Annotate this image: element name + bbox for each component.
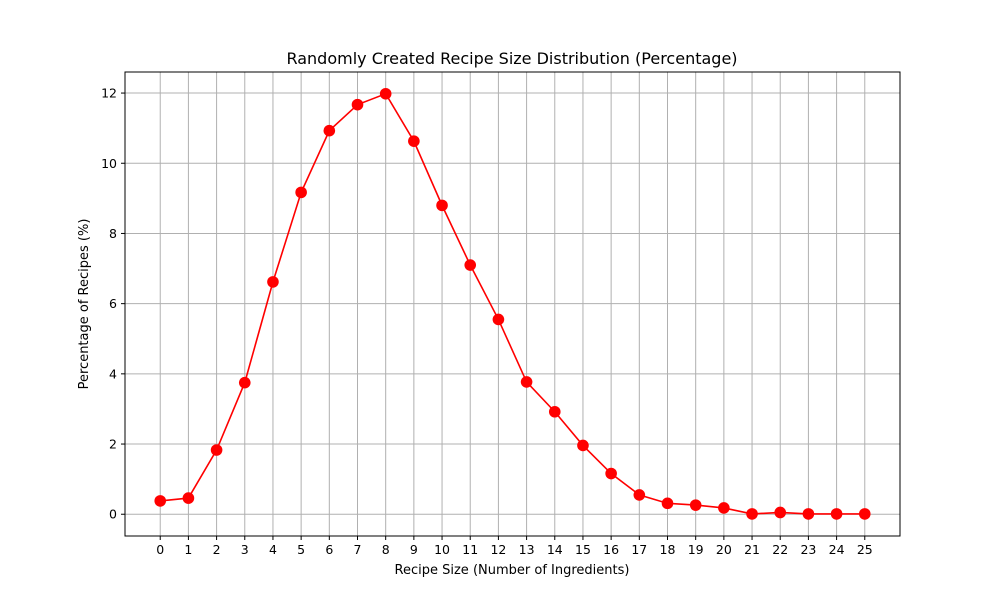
data-point bbox=[295, 186, 307, 199]
data-point bbox=[774, 506, 787, 519]
x-tick-label: 22 bbox=[772, 542, 788, 557]
y-tick-label: 0 bbox=[109, 507, 117, 522]
data-point bbox=[210, 444, 223, 456]
y-tick-label: 8 bbox=[109, 226, 117, 241]
x-tick-label: 3 bbox=[241, 542, 249, 557]
x-tick-label: 0 bbox=[156, 542, 164, 557]
data-point bbox=[323, 124, 336, 137]
y-tick-label: 6 bbox=[109, 296, 117, 311]
chart-title: Randomly Created Recipe Size Distributio… bbox=[286, 49, 737, 68]
data-point bbox=[802, 508, 815, 520]
x-tick-label: 18 bbox=[660, 542, 676, 557]
x-tick-label: 12 bbox=[490, 542, 506, 557]
x-tick-label: 1 bbox=[184, 542, 192, 557]
data-point bbox=[464, 259, 477, 271]
data-point bbox=[267, 276, 279, 288]
grid bbox=[125, 72, 900, 536]
x-tick-label: 10 bbox=[434, 542, 450, 557]
axes-ticks: 0 1 2 3 4 5 6 7 8 9 10 11 12 13 14 15 16 17 18 19 20 21 22 23 24… bbox=[101, 86, 873, 557]
data-point bbox=[746, 508, 758, 520]
x-tick-label: 9 bbox=[410, 542, 418, 557]
data-point bbox=[436, 199, 448, 212]
y-tick-label: 4 bbox=[109, 366, 117, 381]
data-point bbox=[379, 87, 392, 100]
data-point bbox=[858, 508, 871, 520]
x-tick-label: 14 bbox=[547, 542, 563, 557]
x-tick-label: 2 bbox=[213, 542, 221, 557]
x-axis-label: Recipe Size (Number of Ingredients) bbox=[395, 563, 630, 578]
x-tick-label: 11 bbox=[462, 542, 478, 557]
data-point bbox=[182, 492, 195, 504]
y-tick-label: 10 bbox=[101, 156, 117, 171]
x-tick-label: 21 bbox=[744, 542, 760, 557]
data-point bbox=[548, 405, 561, 418]
data-point bbox=[718, 502, 730, 514]
x-tick-label: 19 bbox=[688, 542, 704, 557]
data-point bbox=[661, 497, 674, 510]
data-point bbox=[492, 313, 505, 326]
data-point bbox=[689, 499, 702, 511]
x-tick-label: 23 bbox=[800, 542, 816, 557]
x-tick-label: 6 bbox=[325, 542, 333, 557]
x-tick-label: 5 bbox=[297, 542, 305, 557]
x-tick-label: 24 bbox=[829, 542, 845, 557]
x-tick-label: 8 bbox=[382, 542, 390, 557]
data-point bbox=[577, 439, 589, 452]
x-tick-label: 16 bbox=[603, 542, 619, 557]
x-tick-label: 17 bbox=[631, 542, 647, 557]
x-tick-label: 15 bbox=[575, 542, 591, 557]
data-point bbox=[351, 98, 364, 111]
x-tick-label: 13 bbox=[519, 542, 535, 557]
y-tick-label: 12 bbox=[101, 86, 117, 101]
data-point bbox=[408, 135, 420, 147]
x-tick-label: 25 bbox=[857, 542, 873, 557]
data-point bbox=[520, 376, 533, 388]
data-point bbox=[830, 508, 843, 520]
y-axis-label: Percentage of Recipes (%) bbox=[77, 219, 92, 390]
data-point bbox=[154, 495, 167, 507]
data-point bbox=[633, 489, 646, 501]
x-tick-label: 20 bbox=[716, 542, 732, 557]
x-tick-label: 7 bbox=[354, 542, 362, 557]
data-point bbox=[238, 376, 251, 389]
y-tick-label: 2 bbox=[109, 437, 117, 452]
data-point bbox=[605, 467, 617, 480]
x-tick-label: 4 bbox=[269, 542, 277, 557]
series-layer bbox=[154, 87, 871, 520]
